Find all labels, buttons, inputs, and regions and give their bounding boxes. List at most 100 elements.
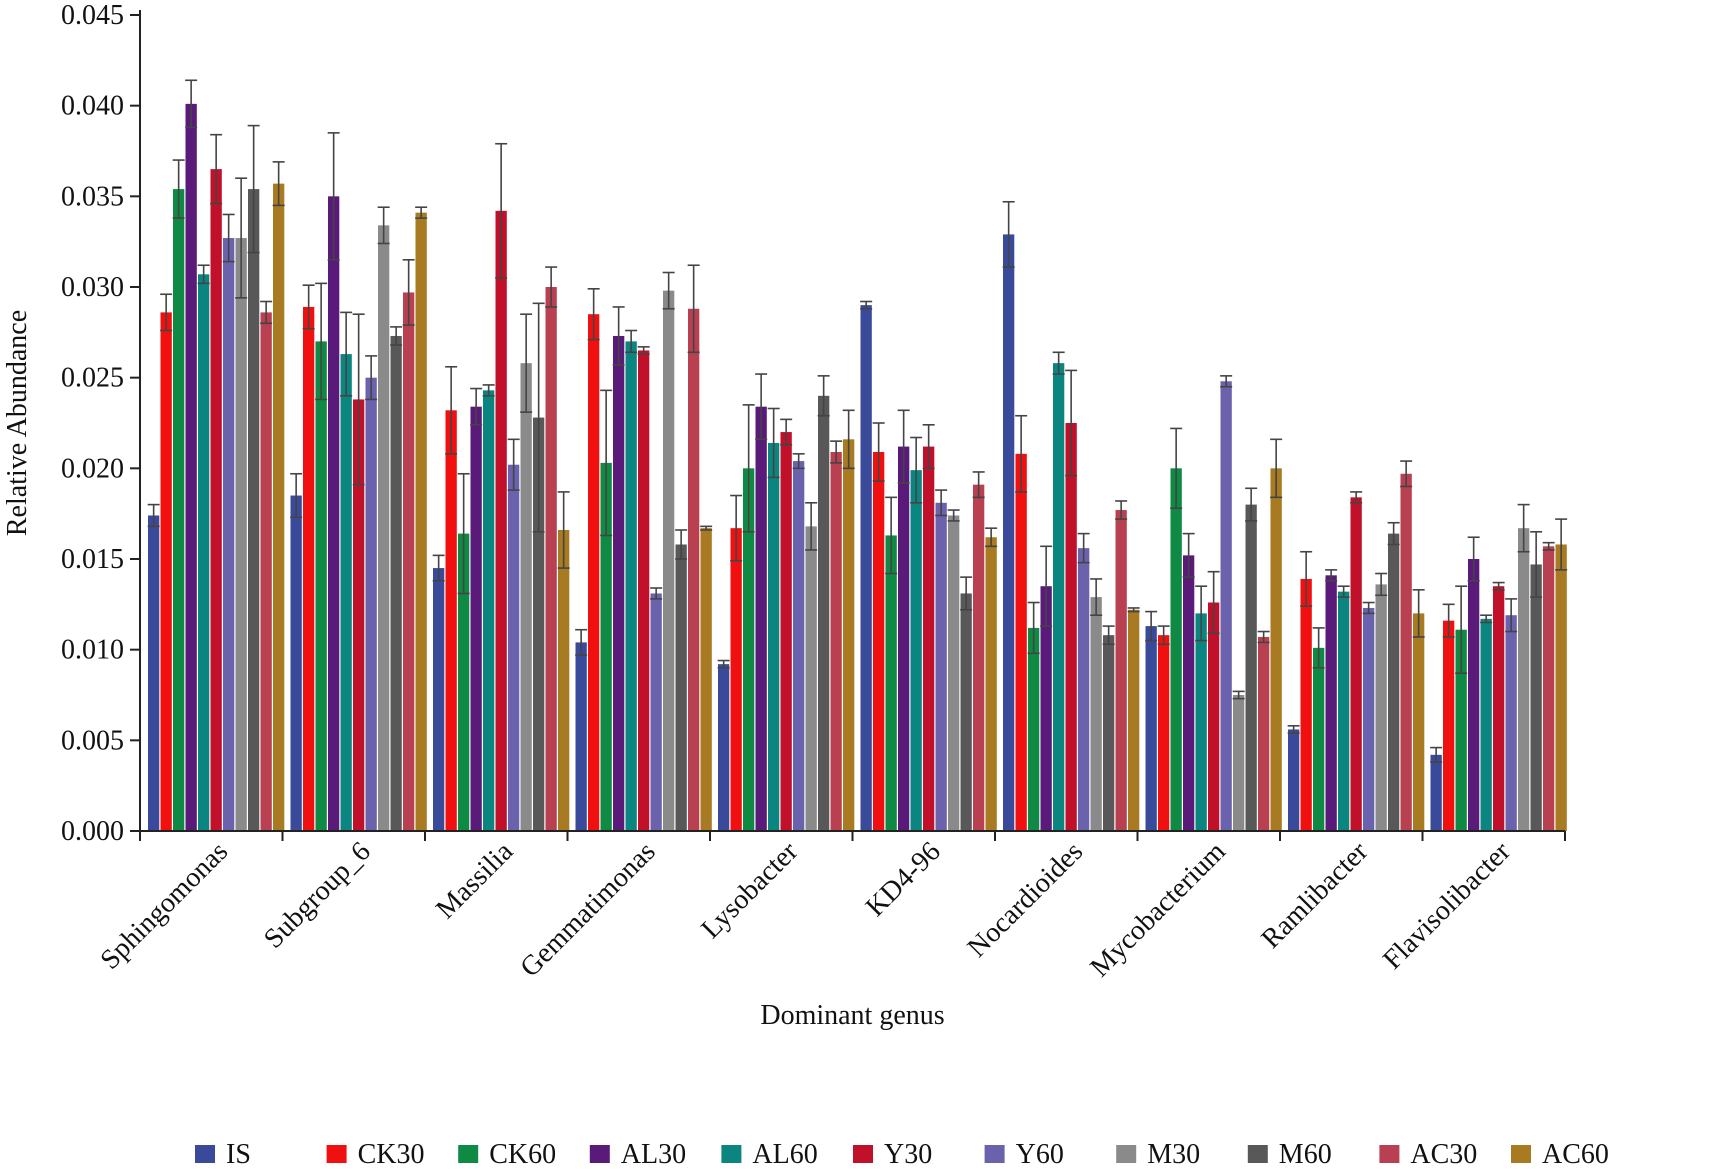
y-tick-label: 0.020 (61, 453, 124, 484)
error-bar-Y60-Massilia (507, 438, 520, 491)
error-bar-CK60-Lysobacter (742, 404, 755, 533)
x-tick-label: Subgroup_6 (258, 836, 377, 955)
bar-AL30-Ramlibacter (1325, 575, 1337, 831)
legend-swatch (1511, 1145, 1531, 1163)
error-bars-layer (147, 79, 1568, 763)
error-bar-IS-Mycobacterium (1145, 610, 1158, 642)
legend-swatch (1116, 1145, 1137, 1163)
error-bar-Y60-KD4-96 (935, 489, 948, 517)
error-bar-IS-Ramlibacter (1287, 725, 1300, 734)
legend-label: AL60 (752, 1139, 817, 1170)
bar-IS-Massilia (433, 568, 445, 831)
bar-M30-Sphingomonas (235, 238, 247, 832)
bar-IS-Ramlibacter (1288, 729, 1300, 831)
error-bar-AL60-Ramlibacter (1337, 585, 1350, 598)
bar-CK60-Ramlibacter (1313, 647, 1325, 831)
legend-item-Y60: Y60 (984, 1139, 1064, 1170)
bar-AC30-Lysobacter (830, 452, 842, 831)
error-bar-Y60-Mycobacterium (1220, 375, 1233, 388)
legend-swatch (326, 1145, 347, 1163)
bar-AL60-Flavisolibacter (1480, 618, 1492, 831)
error-bar-AC30-Gemmatimonas (687, 264, 700, 354)
bar-Y30-Subgroup_6 (353, 399, 365, 831)
error-bar-IS-Massilia (432, 554, 445, 582)
bar-AL60-Gemmatimonas (625, 341, 637, 831)
bar-CK60-KD4-96 (885, 535, 897, 831)
axes-layer: 0.000 0.005 0.010 0.015 0.020 0.025 0.030 0.035… (61, 0, 1566, 983)
bar-IS-Mycobacterium (1145, 626, 1157, 831)
bar-M60-Lysobacter (818, 395, 830, 831)
bar-AC30-Subgroup_6 (403, 292, 415, 831)
bar-M60-Subgroup_6 (390, 335, 402, 831)
bar-Y60-Nocardioides (1078, 548, 1090, 831)
bar-AC30-Massilia (545, 287, 557, 831)
error-bar-M60-Ramlibacter (1387, 521, 1400, 546)
bar-M30-Massilia (520, 363, 532, 831)
legend-item-M60: M60 (1247, 1139, 1332, 1170)
error-bar-IS-Gemmatimonas (575, 628, 588, 656)
error-bar-M60-Subgroup_6 (390, 326, 403, 346)
bar-IS-Gemmatimonas (575, 642, 587, 831)
y-tick-label: 0.030 (61, 272, 124, 303)
legend-item-IS: IS (195, 1139, 251, 1170)
error-bar-Y30-Sphingomonas (210, 133, 223, 205)
error-bar-CK60-Sphingomonas (172, 159, 185, 219)
bar-M30-Nocardioides (1090, 597, 1102, 831)
error-bar-AL30-Subgroup_6 (327, 132, 340, 261)
error-bar-AL30-Massilia (470, 387, 483, 426)
bar-AL60-Subgroup_6 (340, 354, 352, 831)
legend-item-AL60: AL60 (721, 1139, 818, 1170)
bar-M30-Mycobacterium (1233, 695, 1245, 831)
bar-AL60-Massilia (483, 390, 495, 831)
bar-CK60-Gemmatimonas (600, 462, 612, 831)
bar-M60-Nocardioides (1103, 635, 1115, 831)
bar-CK60-Subgroup_6 (315, 341, 327, 831)
legend-item-AC60: AC60 (1511, 1139, 1609, 1170)
error-bar-M60-KD4-96 (960, 576, 973, 611)
bar-AL60-Nocardioides (1053, 363, 1065, 831)
y-axis-title: Relative Abundance (2, 310, 33, 536)
error-bar-M30-Flavisolibacter (1517, 503, 1530, 553)
legend-item-AC30: AC30 (1379, 1139, 1477, 1170)
error-bar-CK60-Massilia (457, 472, 470, 595)
legend-label: AC30 (1410, 1139, 1477, 1170)
error-bar-AC60-Subgroup_6 (415, 206, 428, 219)
bar-AL60-KD4-96 (910, 470, 922, 831)
legend-label: AC60 (1542, 1139, 1609, 1170)
error-bar-CK30-KD4-96 (872, 422, 885, 482)
error-bar-CK30-Mycobacterium (1157, 625, 1170, 646)
error-bar-Y30-KD4-96 (922, 424, 935, 470)
bar-AC60-Subgroup_6 (415, 212, 427, 831)
error-bar-AL60-Mycobacterium (1195, 585, 1208, 642)
bar-CK30-Sphingomonas (160, 312, 172, 831)
legend-swatch (721, 1145, 742, 1163)
error-bar-CK30-Subgroup_6 (302, 284, 315, 330)
bar-Y30-Ramlibacter (1350, 497, 1362, 831)
bar-AC60-Mycobacterium (1270, 468, 1282, 831)
bar-Y30-Lysobacter (780, 432, 792, 831)
error-bar-CK30-Ramlibacter (1300, 550, 1313, 607)
error-bar-M60-Nocardioides (1102, 625, 1115, 646)
bar-AC60-KD4-96 (985, 537, 997, 831)
error-bar-AC60-Gemmatimonas (700, 525, 713, 531)
bar-Y60-Mycobacterium (1220, 381, 1232, 831)
legend-swatch (853, 1145, 873, 1163)
error-bar-CK30-Flavisolibacter (1442, 603, 1455, 638)
bar-M30-Gemmatimonas (663, 290, 675, 831)
x-tick-label: Lysobacter (695, 836, 804, 945)
error-bar-Y30-Mycobacterium (1207, 570, 1220, 635)
error-bar-CK30-Gemmatimonas (587, 288, 600, 341)
error-bar-AL30-KD4-96 (897, 409, 910, 484)
x-tick-label: Massilia (430, 836, 519, 925)
error-bar-AL30-Ramlibacter (1325, 569, 1338, 582)
legend-label: CK60 (489, 1139, 556, 1170)
error-bar-Y30-Nocardioides (1065, 369, 1078, 477)
bar-Y30-KD4-96 (923, 446, 935, 831)
error-bar-AL30-Nocardioides (1040, 545, 1053, 627)
error-bar-M60-Sphingomonas (247, 124, 260, 254)
error-bar-IS-Subgroup_6 (290, 472, 303, 519)
bar-AC60-Ramlibacter (1413, 613, 1425, 831)
error-bar-CK60-Ramlibacter (1312, 627, 1325, 669)
error-bar-AL60-Lysobacter (767, 407, 780, 479)
y-tick-label: 0.045 (61, 0, 124, 31)
